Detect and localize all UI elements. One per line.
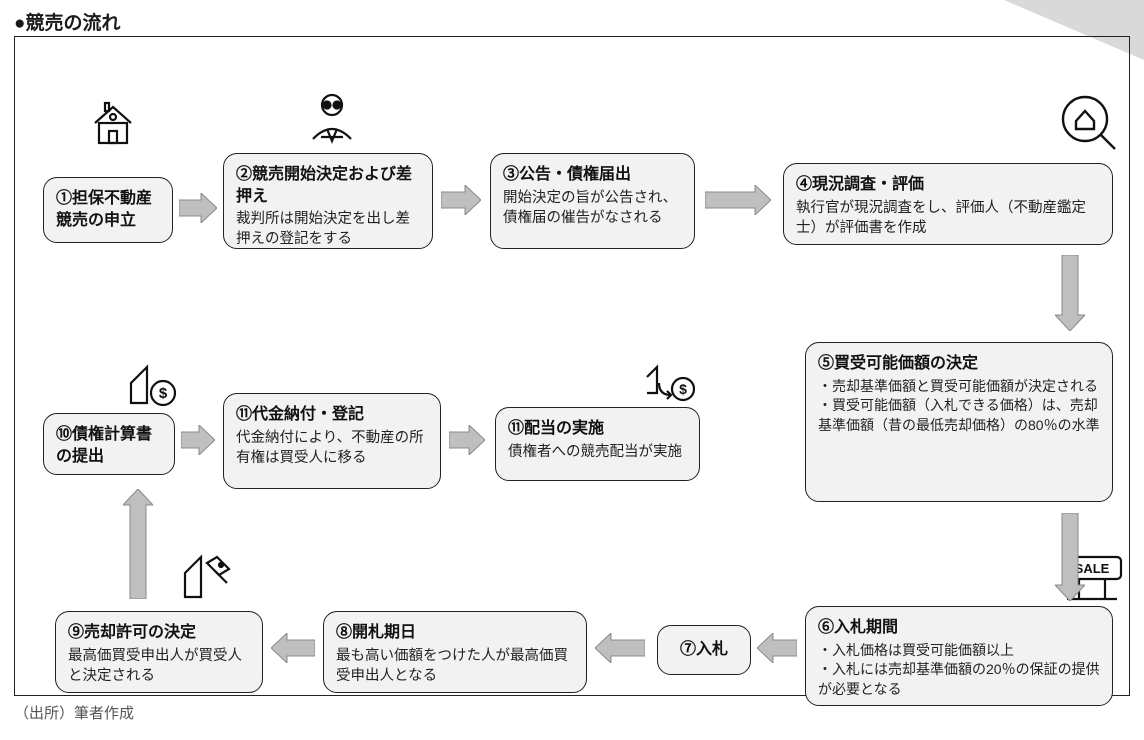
judge-icon xyxy=(303,89,361,151)
node-12-distribution: ⑪配当の実施 債権者への競売配当が実施 xyxy=(495,407,700,481)
flow-arrow xyxy=(705,185,771,215)
flowchart-frame: SALE $ $ ①担保不動産競売の申立 ②競売開始決定および xyxy=(14,36,1130,696)
flow-arrow xyxy=(181,425,215,455)
node-title: ⑦入札 xyxy=(680,639,728,661)
node-title: ⑩債権計算書の提出 xyxy=(56,424,162,467)
flow-arrow xyxy=(1055,255,1085,331)
node-5-price-decision: ⑤買受可能価額の決定 ・売却基準価額と買受可能価額が決定される ・買受可能価額（… xyxy=(805,342,1113,502)
flow-arrow xyxy=(757,633,797,663)
node-6-bid-period: ⑥入札期間 ・入札価格は買受可能価額以上 ・入札には売却基準価額の20％の保証の… xyxy=(805,606,1113,706)
svg-text:$: $ xyxy=(679,381,687,397)
node-desc: 最も高い価額をつけた人が最高価買受申出人となる xyxy=(336,646,574,687)
svg-text:$: $ xyxy=(159,385,168,402)
node-title: ③公告・債権届出 xyxy=(503,164,682,186)
node-4-survey: ④現況調査・評価 執行官が現況調査をし、評価人（不動産鑑定士）が評価書を作成 xyxy=(783,163,1113,245)
node-title: ⑪代金納付・登記 xyxy=(236,404,428,426)
node-desc: 執行官が現況調査をし、評価人（不動産鑑定士）が評価書を作成 xyxy=(796,198,1100,239)
node-desc: 債権者への競売配当が実施 xyxy=(508,442,687,462)
flow-arrow xyxy=(1055,513,1085,601)
flow-arrow xyxy=(449,425,485,455)
node-title: ②競売開始決定および差押え xyxy=(236,164,420,207)
magnify-icon xyxy=(1059,93,1121,155)
node-10-statement: ⑩債権計算書の提出 xyxy=(43,413,175,475)
page-title: ●競売の流れ xyxy=(0,0,1144,41)
node-title: ⑧開札期日 xyxy=(336,622,574,644)
flow-arrow xyxy=(271,633,315,663)
node-desc: 裁判所は開始決定を出し差押えの登記をする xyxy=(236,209,420,250)
node-title: ⑥入札期間 xyxy=(818,617,1100,639)
source-note: （出所）筆者作成 xyxy=(14,702,134,723)
node-desc: 代金納付により、不動産の所有権は買受人に移る xyxy=(236,428,428,469)
flow-arrow xyxy=(123,489,153,599)
node-desc: ・入札価格は買受可能価額以上 ・入札には売却基準価額の20％の保証の提供が必要と… xyxy=(818,641,1100,700)
return-dollar-icon: $ xyxy=(643,359,695,407)
node-11-payment: ⑪代金納付・登記 代金納付により、不動産の所有権は買受人に移る xyxy=(223,393,441,489)
house-dollar-icon: $ xyxy=(125,359,179,411)
flow-arrow xyxy=(179,193,217,223)
node-1-filing: ①担保不動産競売の申立 xyxy=(43,177,173,243)
house-icon xyxy=(85,95,141,151)
node-title: ④現況調査・評価 xyxy=(796,174,1100,196)
flow-arrow xyxy=(441,185,481,215)
node-3-notice: ③公告・債権届出 開始決定の旨が公告され、債権届の催告がなされる xyxy=(490,153,695,249)
node-title: ⑤買受可能価額の決定 xyxy=(818,353,1100,375)
flow-arrow xyxy=(595,633,645,663)
node-title: ①担保不動産競売の申立 xyxy=(56,188,160,231)
gavel-icon xyxy=(177,553,235,609)
node-desc: 最高価買受申出人が買受人と決定される xyxy=(68,646,250,687)
node-desc: 開始決定の旨が公告され、債権届の催告がなされる xyxy=(503,188,682,229)
node-2-decision-seizure: ②競売開始決定および差押え 裁判所は開始決定を出し差押えの登記をする xyxy=(223,153,433,249)
node-desc: ・売却基準価額と買受可能価額が決定される ・買受可能価額（入札できる価格）は、売… xyxy=(818,377,1100,436)
node-7-bid: ⑦入札 xyxy=(657,625,751,675)
node-9-permission: ⑨売却許可の決定 最高価買受申出人が買受人と決定される xyxy=(55,611,263,693)
node-8-opening: ⑧開札期日 最も高い価額をつけた人が最高価買受申出人となる xyxy=(323,611,587,693)
node-title: ⑪配当の実施 xyxy=(508,418,687,440)
node-title: ⑨売却許可の決定 xyxy=(68,622,250,644)
